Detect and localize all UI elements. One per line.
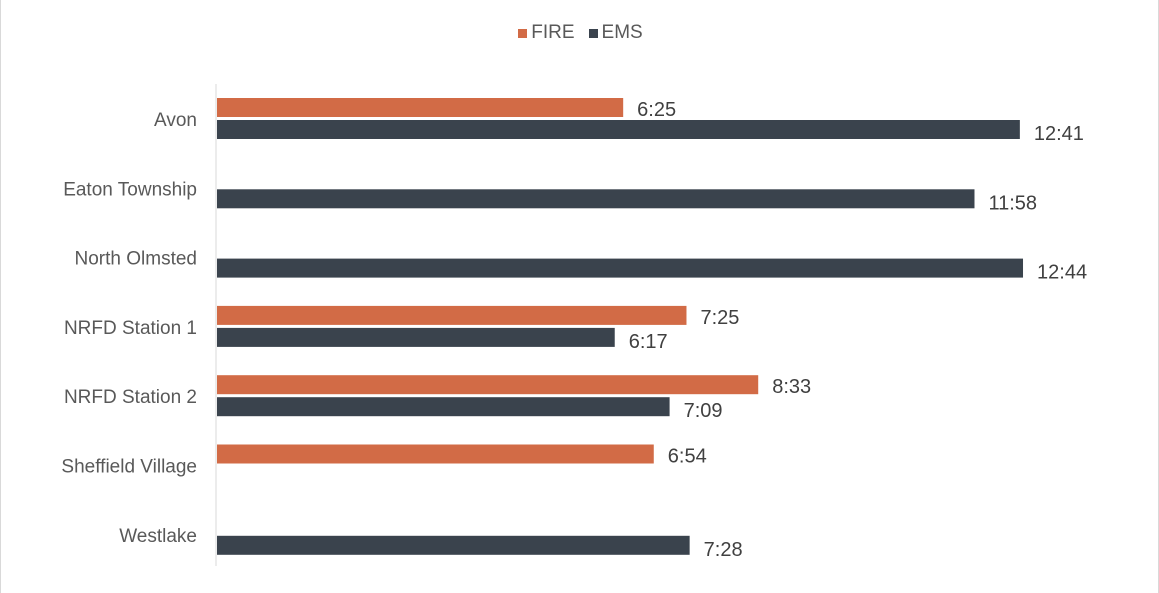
bar-ems-westlake [217, 535, 690, 555]
bar-fire-sheffield-village [217, 444, 654, 464]
data-label-fire-avon: 6:25 [637, 99, 676, 121]
data-label-ems-avon: 12:41 [1034, 123, 1084, 145]
legend-item-fire: FIRE [518, 22, 575, 44]
bar-fire-nrfd-station-2 [217, 375, 759, 395]
data-label-ems-nrfd-station-1: 6:17 [629, 331, 668, 353]
bar-ems-nrfd-station-1 [217, 327, 615, 347]
category-label-avon: Avon [154, 110, 197, 131]
data-label-ems-eaton-township: 11:58 [988, 192, 1037, 214]
category-label-westlake: Westlake [119, 526, 197, 547]
legend-swatch-ems [588, 28, 598, 38]
bar-fire-nrfd-station-1 [217, 305, 687, 325]
category-label-nrfd-station-2: NRFD Station 2 [64, 387, 197, 408]
data-label-fire-sheffield-village: 6:54 [668, 446, 707, 468]
category-label-eaton-township: Eaton Township [63, 179, 197, 200]
legend: FIRE EMS [1, 20, 1159, 46]
bar-fire-avon [217, 98, 624, 117]
legend-item-ems: EMS [588, 22, 643, 44]
data-label-ems-north-olmsted: 12:44 [1037, 262, 1087, 284]
category-label-sheffield-village: Sheffield Village [61, 457, 197, 478]
data-label-ems-westlake: 7:28 [704, 539, 743, 561]
data-label-fire-nrfd-station-1: 7:25 [700, 307, 739, 329]
category-label-nrfd-station-1: NRFD Station 1 [64, 318, 197, 339]
bar-ems-avon [217, 120, 1020, 139]
data-label-ems-nrfd-station-2: 7:09 [684, 400, 723, 422]
data-label-fire-nrfd-station-2: 8:33 [772, 376, 811, 398]
bar-ems-north-olmsted [217, 258, 1024, 278]
category-label-north-olmsted: North Olmsted [75, 249, 197, 270]
legend-label-fire: FIRE [531, 22, 575, 43]
legend-label-ems: EMS [601, 22, 643, 43]
bar-ems-eaton-township [217, 189, 975, 209]
legend-swatch-fire [518, 28, 528, 38]
bar-ems-nrfd-station-2 [217, 397, 670, 417]
